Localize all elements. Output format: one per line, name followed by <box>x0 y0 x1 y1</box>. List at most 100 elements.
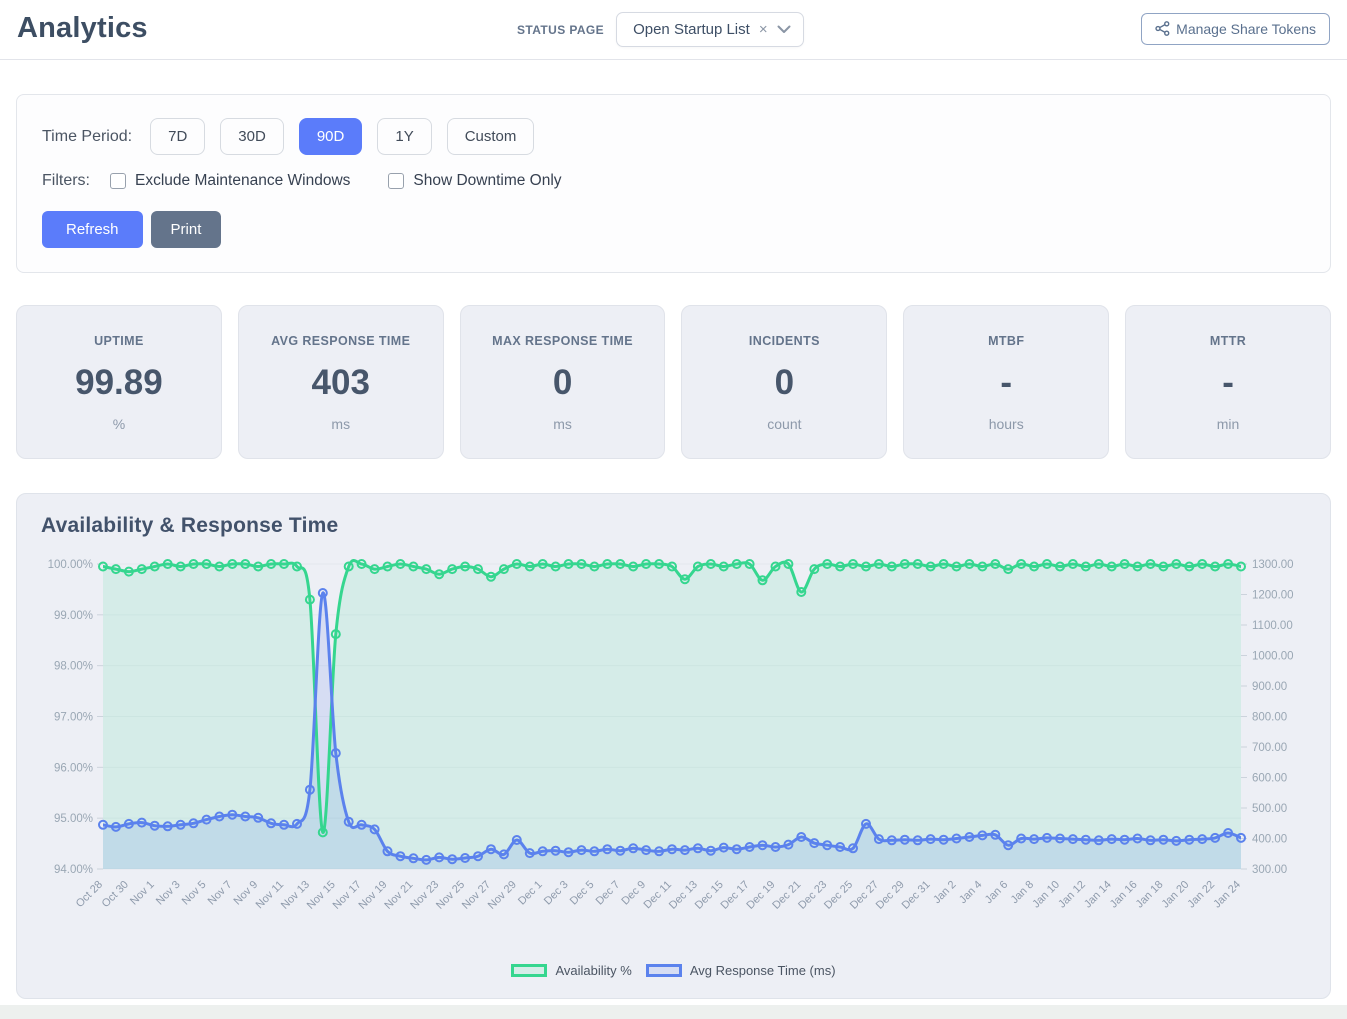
svg-text:Dec 3: Dec 3 <box>542 879 571 908</box>
print-button[interactable]: Print <box>150 211 222 248</box>
svg-text:Dec 7: Dec 7 <box>594 879 623 908</box>
svg-text:Dec 31: Dec 31 <box>900 879 933 912</box>
stat-label: MAX RESPONSE TIME <box>492 334 633 348</box>
legend-label: Availability % <box>555 963 632 978</box>
manage-share-tokens-button[interactable]: Manage Share Tokens <box>1141 12 1330 45</box>
time-period-label: Time Period: <box>42 127 133 145</box>
page-title: Analytics <box>17 12 148 44</box>
svg-text:94.00%: 94.00% <box>54 864 93 876</box>
share-icon <box>1155 21 1170 36</box>
availability-response-chart: 94.00% 95.00% 96.00% 97.00% 98.00% 99.00% 100.… <box>48 558 1294 912</box>
clear-selection-icon[interactable]: × <box>758 21 768 38</box>
svg-text:Nov 7: Nov 7 <box>206 879 235 908</box>
svg-text:900.00: 900.00 <box>1252 681 1287 693</box>
time-period-row: Time Period: 7D 30D 90D 1Y Custom <box>42 118 1305 155</box>
stat-unit: count <box>767 416 802 432</box>
svg-text:800.00: 800.00 <box>1252 712 1287 724</box>
svg-text:Nov 3: Nov 3 <box>154 879 183 908</box>
time-period-custom-button[interactable]: Custom <box>446 118 535 155</box>
chevron-down-icon[interactable] <box>777 25 791 34</box>
time-period-90d-button[interactable]: 90D <box>298 118 363 155</box>
svg-text:Nov 5: Nov 5 <box>180 879 209 908</box>
svg-text:700.00: 700.00 <box>1252 742 1287 754</box>
stat-value: 0 <box>774 363 795 402</box>
stat-label: INCIDENTS <box>748 334 820 348</box>
stat-card-mtbf: MTBF - hours <box>903 305 1110 459</box>
svg-text:99.00%: 99.00% <box>54 610 93 622</box>
svg-text:98.00%: 98.00% <box>54 661 93 673</box>
stat-label: MTTR <box>1209 334 1247 348</box>
checkbox-icon[interactable] <box>110 173 126 189</box>
exclude-maintenance-label: Exclude Maintenance Windows <box>135 172 351 189</box>
actions-row: Refresh Print <box>42 211 1305 248</box>
manage-share-tokens-label: Manage Share Tokens <box>1176 20 1316 37</box>
stat-unit: % <box>112 416 126 432</box>
svg-text:100.00%: 100.00% <box>48 559 93 571</box>
show-downtime-label: Show Downtime Only <box>413 172 562 189</box>
availability-swatch <box>511 964 548 977</box>
svg-text:Jan 10: Jan 10 <box>1030 879 1062 911</box>
app-header: Analytics STATUS PAGE Open Startup List … <box>0 0 1347 60</box>
stat-value: 99.89 <box>75 363 163 402</box>
svg-text:Jan 16: Jan 16 <box>1108 879 1140 911</box>
page-bottom-strip <box>0 1005 1347 1019</box>
show-downtime-checkbox[interactable]: Show Downtime Only <box>388 172 562 190</box>
svg-text:Jan 18: Jan 18 <box>1134 879 1166 911</box>
svg-text:Jan 2: Jan 2 <box>931 879 959 907</box>
stat-label: MTBF <box>988 334 1025 348</box>
legend-item-response-time[interactable]: Avg Response Time (ms) <box>645 963 836 978</box>
filters-label: Filters: <box>42 172 90 189</box>
stat-card-mttr: MTTR - min <box>1125 305 1331 459</box>
stat-value: 0 <box>552 363 573 402</box>
stat-unit: ms <box>331 416 351 432</box>
svg-text:Nov 29: Nov 29 <box>486 879 519 912</box>
svg-text:97.00%: 97.00% <box>54 712 93 724</box>
stat-card-incidents: INCIDENTS 0 count <box>681 305 888 459</box>
stat-card-avg-response: AVG RESPONSE TIME 403 ms <box>237 305 444 459</box>
response-time-swatch <box>645 964 682 977</box>
status-page-select[interactable]: Open Startup List × <box>616 12 804 47</box>
stat-value: 403 <box>311 363 370 402</box>
svg-text:Jan 24: Jan 24 <box>1211 879 1243 911</box>
svg-text:1300.00: 1300.00 <box>1252 559 1294 571</box>
stat-label: UPTIME <box>94 334 144 348</box>
svg-text:Dec 1: Dec 1 <box>516 879 545 908</box>
stats-row: UPTIME 99.89 % AVG RESPONSE TIME 403 ms … <box>16 305 1331 459</box>
stat-value: - <box>1222 363 1234 402</box>
svg-text:95.00%: 95.00% <box>54 813 93 825</box>
svg-text:Dec 5: Dec 5 <box>568 879 597 908</box>
stat-value: - <box>1000 363 1013 402</box>
svg-text:Jan 20: Jan 20 <box>1160 879 1192 911</box>
refresh-button[interactable]: Refresh <box>42 211 143 248</box>
svg-text:600.00: 600.00 <box>1252 773 1287 785</box>
exclude-maintenance-checkbox[interactable]: Exclude Maintenance Windows <box>110 172 350 190</box>
stat-card-uptime: UPTIME 99.89 % <box>16 305 222 459</box>
svg-text:1000.00: 1000.00 <box>1252 651 1294 663</box>
stat-unit: hours <box>988 416 1024 432</box>
svg-text:Jan 12: Jan 12 <box>1056 879 1088 911</box>
chart-legend: Availability % Avg Response Time (ms) <box>41 963 1306 984</box>
svg-text:Jan 4: Jan 4 <box>957 879 985 907</box>
checkbox-icon[interactable] <box>388 173 405 189</box>
time-period-30d-button[interactable]: 30D <box>220 118 284 155</box>
stat-card-max-response: MAX RESPONSE TIME 0 ms <box>459 305 666 459</box>
svg-text:Oct 30: Oct 30 <box>100 879 131 910</box>
time-period-7d-button[interactable]: 7D <box>150 118 206 155</box>
stat-unit: ms <box>553 416 572 432</box>
legend-label: Avg Response Time (ms) <box>689 963 836 978</box>
status-page-selected-value: Open Startup List <box>633 21 750 38</box>
time-period-1y-button[interactable]: 1Y <box>377 118 432 155</box>
svg-text:Nov 1: Nov 1 <box>128 879 157 908</box>
svg-text:Jan 22: Jan 22 <box>1185 879 1217 911</box>
svg-text:1100.00: 1100.00 <box>1252 620 1293 632</box>
stat-unit: min <box>1216 416 1240 432</box>
svg-text:Jan 14: Jan 14 <box>1082 879 1114 911</box>
svg-text:Jan 6: Jan 6 <box>983 879 1011 907</box>
svg-text:Oct 28: Oct 28 <box>74 879 105 910</box>
svg-text:1200.00: 1200.00 <box>1252 590 1294 602</box>
legend-item-availability[interactable]: Availability % <box>511 963 632 978</box>
svg-text:400.00: 400.00 <box>1252 834 1287 846</box>
svg-text:300.00: 300.00 <box>1252 864 1287 876</box>
status-page-group: STATUS PAGE Open Startup List × <box>517 12 804 47</box>
stat-label: AVG RESPONSE TIME <box>271 334 411 348</box>
